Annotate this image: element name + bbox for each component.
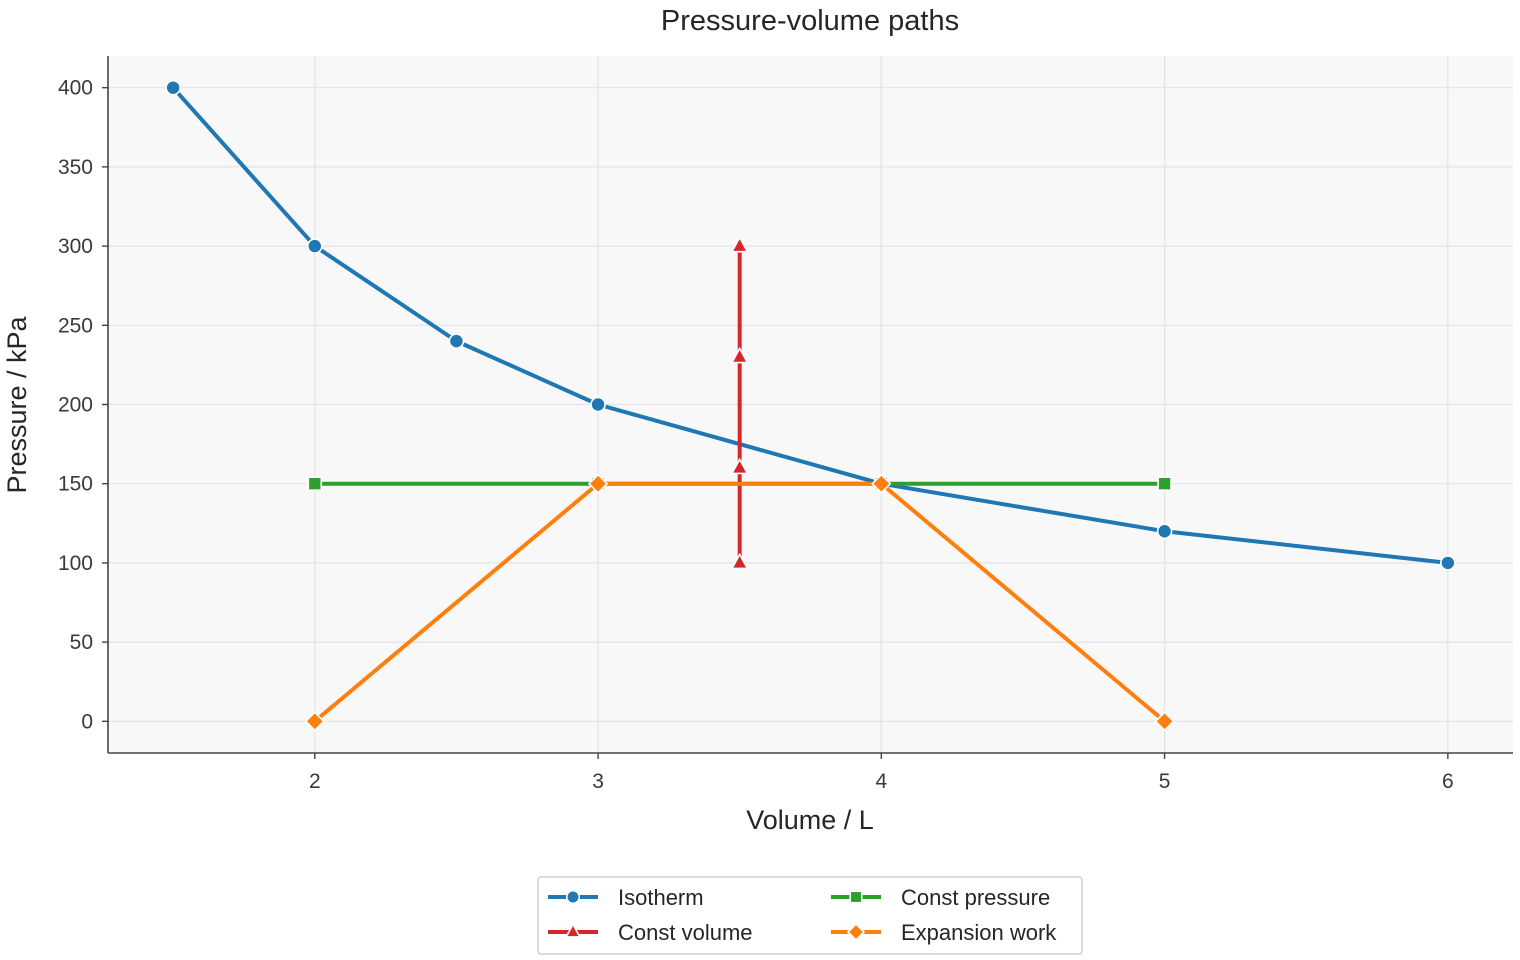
x-tick-label: 6 bbox=[1442, 770, 1454, 793]
data-point-const-pressure bbox=[307, 476, 323, 491]
data-point-isotherm bbox=[1440, 555, 1456, 571]
data-point-const-volume bbox=[730, 235, 749, 253]
legend-marker-isotherm bbox=[565, 889, 581, 905]
y-tick-label: 150 bbox=[58, 473, 93, 496]
data-point-expansion-work bbox=[304, 711, 325, 732]
data-point-isotherm bbox=[448, 333, 465, 349]
series-expansion-work bbox=[304, 473, 1175, 732]
x-axis-label: Volume / L bbox=[746, 805, 874, 835]
data-point-const-volume bbox=[730, 457, 749, 475]
legend-marker-const-pressure bbox=[849, 890, 863, 904]
data-point-isotherm bbox=[1156, 523, 1173, 540]
legend-label-const-volume: Const volume bbox=[618, 920, 753, 945]
data-point-const-volume bbox=[730, 552, 749, 570]
x-tick-label: 4 bbox=[875, 770, 887, 793]
data-point-isotherm bbox=[306, 238, 323, 254]
legend-marker-const-volume bbox=[564, 922, 582, 938]
y-tick-label: 100 bbox=[58, 552, 93, 575]
data-point-expansion-work bbox=[871, 473, 892, 494]
legend-label-expansion-work: Expansion work bbox=[901, 920, 1057, 945]
y-tick-label: 300 bbox=[58, 235, 93, 258]
legend-box bbox=[537, 876, 1083, 955]
data-point-expansion-work bbox=[587, 473, 609, 494]
y-tick-label: 250 bbox=[58, 314, 93, 337]
y-tick-label: 50 bbox=[70, 631, 93, 654]
legend-item-const-pressure: Const pressure bbox=[831, 885, 1050, 910]
legend-item-isotherm: Isotherm bbox=[548, 885, 704, 910]
data-point-expansion-work bbox=[1154, 711, 1175, 732]
series-const-volume bbox=[730, 235, 749, 570]
legend-item-const-volume: Const volume bbox=[548, 920, 753, 945]
data-point-isotherm bbox=[165, 79, 181, 96]
legend-item-expansion-work: Expansion work bbox=[831, 920, 1057, 945]
y-tick-label: 350 bbox=[58, 156, 93, 179]
legend-label-const-pressure: Const pressure bbox=[901, 885, 1050, 910]
y-tick-label: 0 bbox=[81, 710, 93, 733]
legend-marker-expansion-work bbox=[846, 922, 866, 942]
series-line-expansion-work bbox=[312, 481, 1167, 724]
data-point-isotherm bbox=[590, 396, 606, 413]
chart-title: Pressure-volume paths bbox=[661, 5, 959, 37]
x-tick-label: 3 bbox=[592, 770, 604, 793]
legend-label-isotherm: Isotherm bbox=[618, 885, 704, 910]
data-point-const-pressure bbox=[1157, 476, 1172, 491]
data-series bbox=[165, 79, 1456, 732]
y-tick-label: 400 bbox=[58, 77, 93, 100]
axes: 2 3 4 5 6 0 50 100 150 200 250 300 350 400 bbox=[58, 56, 1513, 793]
legend: Isotherm Const pressure Const volume Expans… bbox=[537, 876, 1083, 955]
data-point-const-volume bbox=[730, 346, 749, 364]
x-tick-label: 5 bbox=[1159, 770, 1171, 793]
y-axis-label: Pressure / kPa bbox=[2, 315, 32, 493]
y-tick-label: 200 bbox=[58, 394, 93, 417]
x-tick-label: 2 bbox=[309, 770, 321, 793]
